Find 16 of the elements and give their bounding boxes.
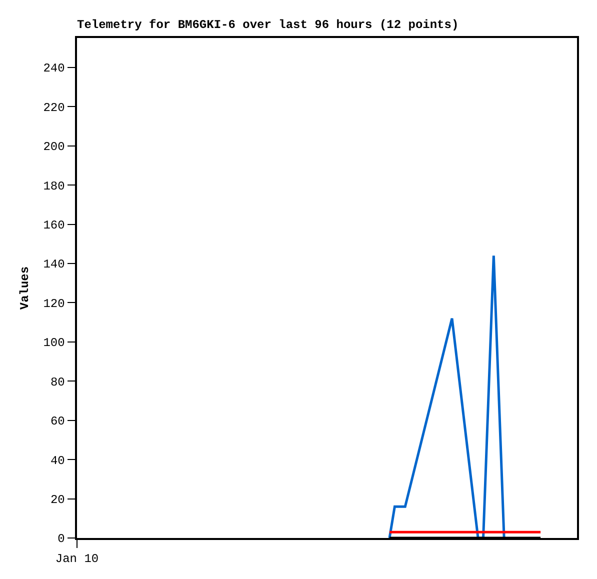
- y-tick-label: 80: [50, 375, 65, 390]
- y-tick-label: 200: [43, 140, 65, 154]
- y-tick-label: 100: [43, 336, 65, 350]
- y-tick-label: 180: [43, 179, 65, 194]
- y-tick-label: 220: [43, 100, 65, 115]
- chart-title: Telemetry for BM6GKI-6 over last 96 hours (12 points): [77, 18, 459, 32]
- y-tick-label: 40: [50, 454, 65, 468]
- y-axis-title: Values: [18, 266, 32, 310]
- y-tick-label: 20: [50, 492, 65, 507]
- y-tick-label: 0: [58, 532, 65, 546]
- y-tick-label: 140: [43, 258, 65, 272]
- y-tick-label: 60: [50, 414, 65, 429]
- y-tick-label: 120: [43, 296, 65, 311]
- x-tick-label: Jan 10: [55, 552, 99, 566]
- y-tick-label: 240: [43, 62, 65, 76]
- y-tick-label: 160: [43, 218, 65, 232]
